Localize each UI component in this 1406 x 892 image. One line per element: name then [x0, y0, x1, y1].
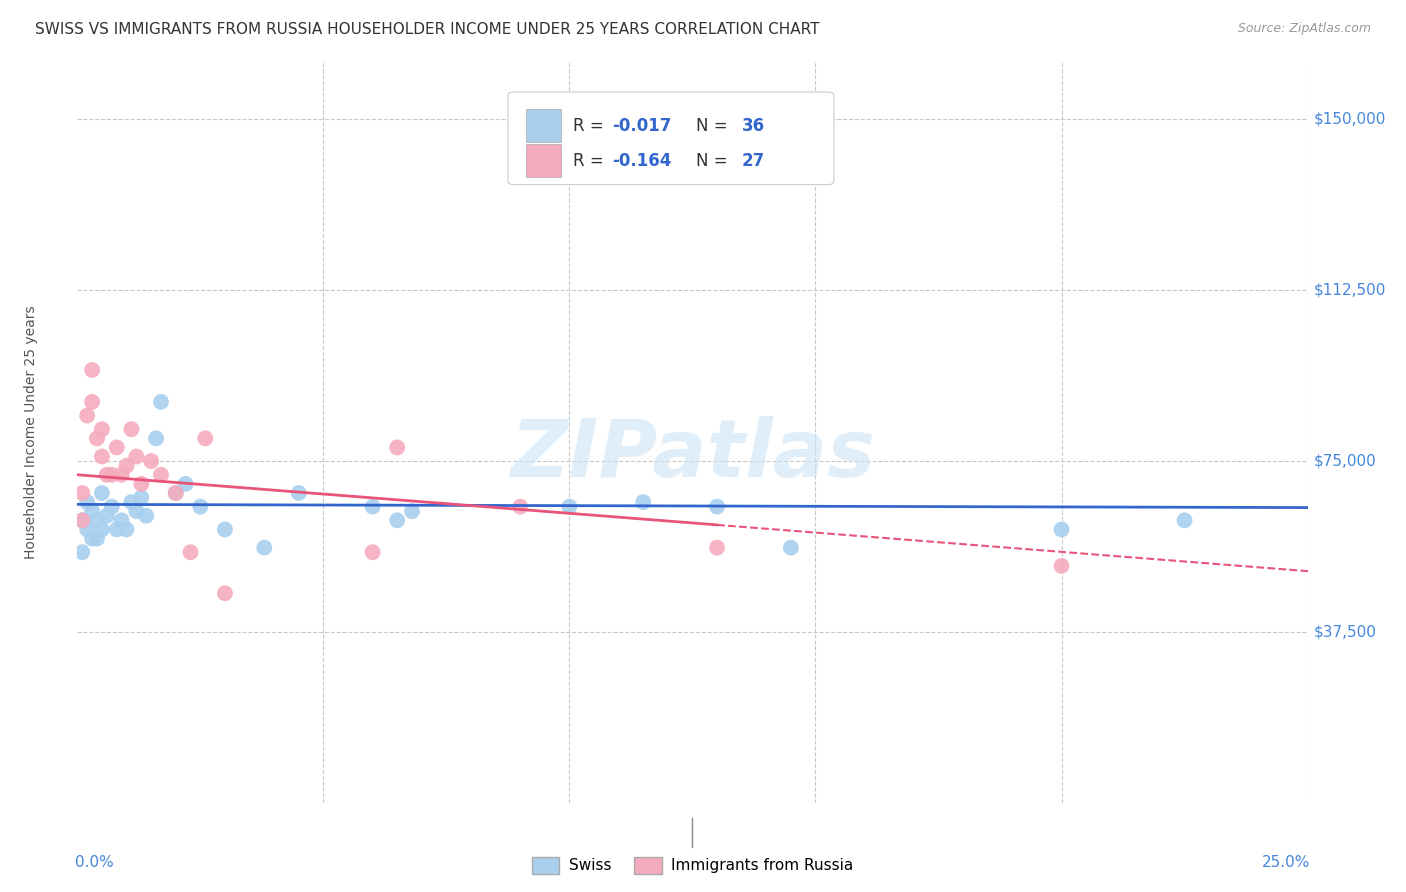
Text: N =: N = — [696, 117, 733, 135]
Point — [253, 541, 276, 555]
Point — [101, 500, 124, 514]
Text: -0.017: -0.017 — [613, 117, 672, 135]
Point — [633, 495, 655, 509]
FancyBboxPatch shape — [508, 92, 834, 185]
Point — [165, 486, 187, 500]
Text: $112,500: $112,500 — [1313, 283, 1386, 298]
Point — [401, 504, 423, 518]
Point — [141, 454, 163, 468]
Point — [111, 513, 132, 527]
Text: 0.0%: 0.0% — [75, 855, 114, 870]
Point — [180, 545, 202, 559]
Point — [129, 491, 153, 505]
Legend: Swiss, Immigrants from Russia: Swiss, Immigrants from Russia — [526, 850, 859, 880]
Point — [509, 500, 531, 514]
Point — [96, 508, 118, 523]
Point — [90, 450, 114, 464]
Point — [101, 467, 124, 482]
FancyBboxPatch shape — [526, 144, 561, 178]
Point — [105, 441, 128, 455]
Text: $75,000: $75,000 — [1313, 454, 1376, 468]
Point — [82, 395, 104, 409]
Point — [780, 541, 803, 555]
Text: $150,000: $150,000 — [1313, 112, 1386, 127]
Point — [82, 363, 104, 377]
Point — [129, 476, 153, 491]
Point — [1174, 513, 1197, 527]
Point — [188, 500, 212, 514]
Point — [105, 523, 128, 537]
Point — [145, 431, 167, 445]
Point — [194, 431, 217, 445]
Point — [70, 513, 93, 527]
Point — [165, 486, 187, 500]
Point — [115, 523, 138, 537]
Point — [115, 458, 138, 473]
Point — [121, 495, 143, 509]
Text: Householder Income Under 25 years: Householder Income Under 25 years — [24, 306, 38, 559]
Point — [361, 500, 384, 514]
Point — [174, 476, 197, 491]
Text: R =: R = — [574, 117, 609, 135]
Point — [70, 545, 93, 559]
Point — [70, 486, 93, 500]
Point — [706, 500, 728, 514]
Point — [385, 513, 409, 527]
Point — [288, 486, 311, 500]
Text: SWISS VS IMMIGRANTS FROM RUSSIA HOUSEHOLDER INCOME UNDER 25 YEARS CORRELATION CH: SWISS VS IMMIGRANTS FROM RUSSIA HOUSEHOL… — [35, 22, 820, 37]
Point — [125, 450, 148, 464]
Point — [76, 523, 98, 537]
Point — [361, 545, 384, 559]
Point — [82, 532, 104, 546]
Text: 25.0%: 25.0% — [1261, 855, 1310, 870]
Point — [135, 508, 157, 523]
Text: R =: R = — [574, 152, 609, 169]
Point — [385, 441, 409, 455]
Text: 27: 27 — [742, 152, 765, 169]
Point — [90, 422, 114, 436]
Point — [86, 532, 108, 546]
Point — [76, 409, 98, 423]
Point — [150, 395, 173, 409]
Text: Source: ZipAtlas.com: Source: ZipAtlas.com — [1237, 22, 1371, 36]
Point — [76, 495, 98, 509]
Point — [214, 586, 236, 600]
Text: $37,500: $37,500 — [1313, 624, 1376, 640]
Point — [82, 504, 104, 518]
Point — [125, 504, 148, 518]
FancyBboxPatch shape — [526, 109, 561, 143]
Text: N =: N = — [696, 152, 733, 169]
Text: ZIPatlas: ZIPatlas — [510, 416, 875, 494]
Point — [86, 431, 108, 445]
Point — [111, 467, 132, 482]
Point — [1050, 523, 1073, 537]
Point — [558, 500, 581, 514]
Point — [150, 467, 173, 482]
Text: -0.164: -0.164 — [613, 152, 672, 169]
Point — [214, 523, 236, 537]
Point — [90, 486, 114, 500]
Point — [90, 523, 114, 537]
Text: 36: 36 — [742, 117, 765, 135]
Point — [121, 422, 143, 436]
Point — [86, 513, 108, 527]
Point — [706, 541, 728, 555]
Point — [70, 513, 93, 527]
Point — [96, 467, 118, 482]
Point — [1050, 558, 1073, 573]
